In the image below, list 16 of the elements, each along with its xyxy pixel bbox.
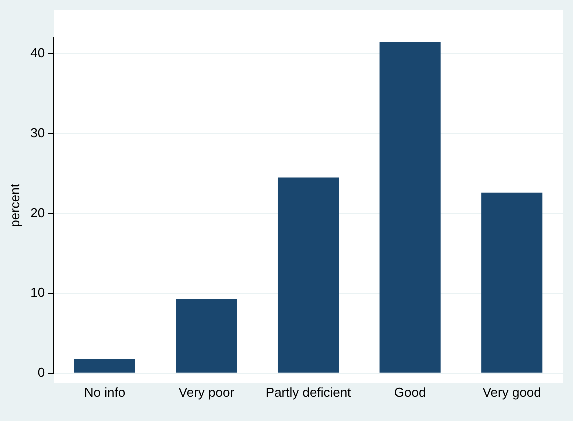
y-axis-title: percent bbox=[7, 184, 22, 228]
y-tick-label: 20 bbox=[30, 205, 46, 220]
bar bbox=[278, 178, 340, 373]
y-tick-label: 40 bbox=[30, 46, 46, 61]
bar bbox=[380, 42, 441, 373]
x-tick-label: No info bbox=[84, 384, 126, 400]
bar bbox=[482, 192, 543, 373]
bar bbox=[176, 299, 238, 373]
x-tick-label: Very good bbox=[482, 384, 542, 400]
x-tick-label: Very poor bbox=[178, 384, 236, 400]
x-tick-label: Partly deficient bbox=[266, 384, 352, 400]
y-tick-label: 0 bbox=[38, 364, 46, 380]
y-tick-label: 10 bbox=[30, 285, 46, 300]
x-tick-label: Good bbox=[394, 384, 426, 400]
bar bbox=[74, 359, 136, 373]
y-tick-label: 30 bbox=[30, 125, 46, 140]
